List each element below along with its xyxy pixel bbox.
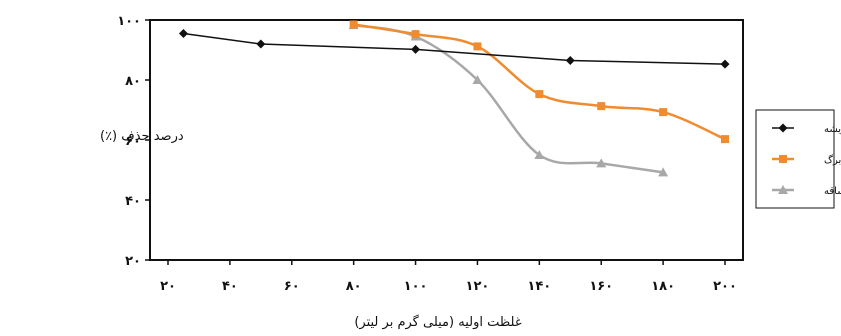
- legend-label: برگ: [824, 153, 841, 166]
- data-point: [534, 150, 545, 159]
- legend: ریشه برگ ساقه: [755, 109, 841, 209]
- data-point: [256, 39, 266, 49]
- x-axis-ticks: ۲۰ ۴۰ ۶۰ ۸۰ ۱۰۰ ۱۲۰ ۱۴۰ ۱۶۰ ۱۸۰ ۲۰۰: [160, 260, 737, 294]
- series-1: [178, 29, 730, 69]
- y-tick-label: ۸۰: [125, 74, 141, 89]
- data-point: [565, 56, 575, 65]
- data-point: [535, 90, 544, 99]
- data-point: [178, 29, 188, 38]
- x-tick-label: ۲۰: [160, 279, 176, 294]
- legend-marker: [779, 155, 787, 163]
- data-point: [596, 158, 607, 168]
- series-2: [349, 20, 729, 144]
- y-tick-label: ۶۰: [125, 134, 141, 149]
- x-tick-label: ۱۲۰: [466, 279, 490, 294]
- x-tick-label: ۸۰: [346, 279, 362, 294]
- y-tick-label: ۱۰۰: [117, 14, 141, 29]
- y-tick-label: ۲۰: [125, 254, 141, 269]
- legend-label: ساقه: [824, 186, 841, 197]
- x-tick-label: ۱۶۰: [589, 279, 613, 294]
- y-axis-title: درصد حذف (٪): [100, 129, 184, 144]
- plot-area: [149, 19, 744, 261]
- y-tick-label: ۴۰: [125, 194, 141, 209]
- data-point: [659, 108, 668, 117]
- legend-box: [755, 109, 835, 209]
- data-point: [411, 44, 421, 54]
- x-tick-label: ۴۰: [222, 279, 238, 294]
- x-tick-label: ۱۰۰: [404, 279, 428, 294]
- legend-item: ساقه: [772, 185, 841, 197]
- legend-item: برگ: [772, 153, 841, 166]
- x-tick-label: ۶۰: [284, 279, 300, 294]
- data-point: [721, 135, 729, 144]
- legend-marker: [778, 185, 788, 194]
- x-tick-label: ۱۴۰: [527, 279, 551, 294]
- y-axis-ticks: ۲۰ ۴۰ ۶۰ ۸۰ ۱۰۰: [117, 14, 150, 269]
- data-point: [349, 20, 358, 29]
- x-tick-label: ۱۸۰: [651, 279, 675, 294]
- series-layer: [178, 20, 730, 177]
- legend-item: ریشه: [772, 123, 841, 135]
- legend-label: ریشه: [824, 124, 841, 135]
- data-point: [597, 102, 606, 111]
- data-point: [472, 75, 483, 84]
- data-point: [411, 30, 420, 39]
- data-point: [658, 167, 669, 177]
- data-point: [720, 59, 730, 69]
- data-point: [473, 42, 482, 51]
- legend-marker: [778, 123, 788, 133]
- x-tick-label: ۲۰۰: [713, 279, 737, 294]
- x-axis-title: غلظت اولیه (میلی گرم بر لیتر): [354, 314, 521, 330]
